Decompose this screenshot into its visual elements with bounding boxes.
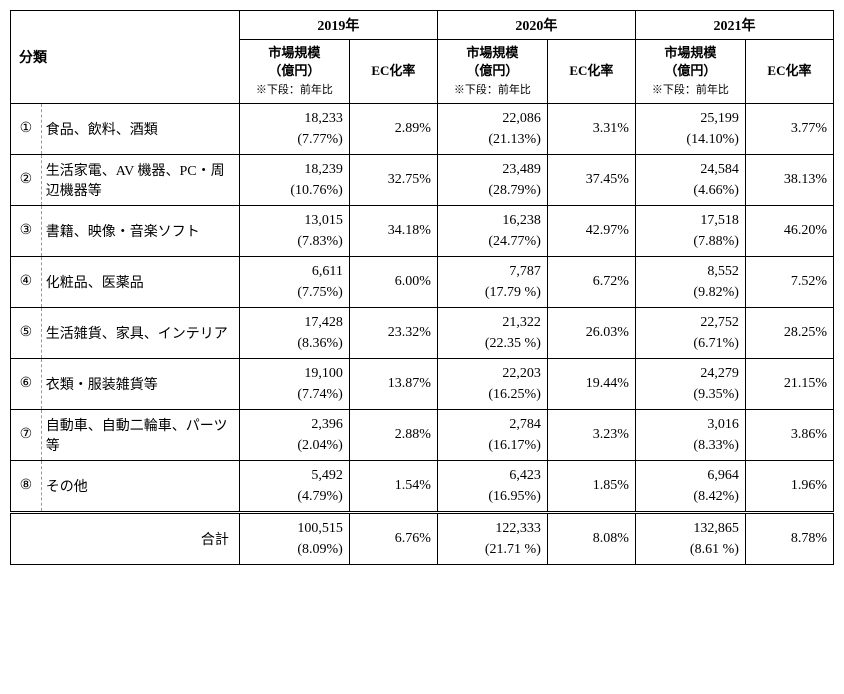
total-ec-2021: 8.78% (745, 512, 833, 564)
header-year-2019: 2019年 (239, 11, 437, 40)
cell-size-2021: 6,964(8.42%) (635, 460, 745, 512)
table-row: ⑤ 生活雑貨、家具、インテリア 17,428(8.36%) 23.32% 21,… (11, 307, 834, 358)
cell-size-2021: 24,279(9.35%) (635, 358, 745, 409)
cell-ec-2021: 7.52% (745, 256, 833, 307)
cell-ec-2020: 3.31% (547, 103, 635, 154)
table-row: ① 食品、飲料、酒類 18,233(7.77%) 2.89% 22,086(21… (11, 103, 834, 154)
cell-size-2020: 16,238(24.77%) (437, 205, 547, 256)
cell-size-2021: 22,752(6.71%) (635, 307, 745, 358)
cell-size-2020: 6,423(16.95%) (437, 460, 547, 512)
header-size-2021: 市場規模 （億円） ※下段：前年比 (635, 40, 745, 104)
total-size-2021: 132,865(8.61 %) (635, 512, 745, 564)
row-number: ⑤ (11, 307, 42, 358)
row-category-name: 書籍、映像・音楽ソフト (41, 205, 239, 256)
cell-ec-2020: 42.97% (547, 205, 635, 256)
cell-ec-2019: 23.32% (349, 307, 437, 358)
cell-ec-2020: 19.44% (547, 358, 635, 409)
header-row-years: 分類 2019年 2020年 2021年 (11, 11, 834, 40)
cell-size-2019: 5,492(4.79%) (239, 460, 349, 512)
row-number: ⑥ (11, 358, 42, 409)
row-number: ② (11, 154, 42, 205)
row-category-name: 生活家電、AV 機器、PC・周辺機器等 (41, 154, 239, 205)
cell-size-2019: 18,239(10.76%) (239, 154, 349, 205)
cell-ec-2020: 37.45% (547, 154, 635, 205)
row-category-name: その他 (41, 460, 239, 512)
row-number: ① (11, 103, 42, 154)
cell-ec-2019: 2.88% (349, 409, 437, 460)
header-year-2020: 2020年 (437, 11, 635, 40)
ec-market-table: 分類 2019年 2020年 2021年 市場規模 （億円） ※下段：前年比 E… (10, 10, 834, 565)
row-category-name: 生活雑貨、家具、インテリア (41, 307, 239, 358)
cell-ec-2021: 1.96% (745, 460, 833, 512)
header-ec-2019: EC化率 (349, 40, 437, 104)
cell-size-2019: 19,100(7.74%) (239, 358, 349, 409)
header-year-2021: 2021年 (635, 11, 833, 40)
total-size-2020: 122,333(21.71 %) (437, 512, 547, 564)
row-category-name: 食品、飲料、酒類 (41, 103, 239, 154)
cell-size-2020: 23,489(28.79%) (437, 154, 547, 205)
cell-size-2021: 8,552(9.82%) (635, 256, 745, 307)
cell-size-2020: 7,787(17.79 %) (437, 256, 547, 307)
cell-size-2020: 2,784(16.17%) (437, 409, 547, 460)
total-ec-2019: 6.76% (349, 512, 437, 564)
row-number: ④ (11, 256, 42, 307)
header-size-2020: 市場規模 （億円） ※下段：前年比 (437, 40, 547, 104)
table-row: ⑥ 衣類・服装雑貨等 19,100(7.74%) 13.87% 22,203(1… (11, 358, 834, 409)
row-category-name: 化粧品、医薬品 (41, 256, 239, 307)
cell-ec-2019: 2.89% (349, 103, 437, 154)
cell-size-2019: 18,233(7.77%) (239, 103, 349, 154)
cell-ec-2021: 21.15% (745, 358, 833, 409)
cell-ec-2020: 1.85% (547, 460, 635, 512)
total-row: 合計 100,515(8.09%) 6.76% 122,333(21.71 %)… (11, 512, 834, 564)
header-ec-2020: EC化率 (547, 40, 635, 104)
header-category: 分類 (11, 11, 240, 104)
row-number: ⑦ (11, 409, 42, 460)
row-category-name: 衣類・服装雑貨等 (41, 358, 239, 409)
cell-size-2021: 17,518(7.88%) (635, 205, 745, 256)
table-row: ② 生活家電、AV 機器、PC・周辺機器等 18,239(10.76%) 32.… (11, 154, 834, 205)
cell-size-2019: 13,015(7.83%) (239, 205, 349, 256)
cell-ec-2019: 34.18% (349, 205, 437, 256)
table-row: ④ 化粧品、医薬品 6,611(7.75%) 6.00% 7,787(17.79… (11, 256, 834, 307)
table-row: ⑧ その他 5,492(4.79%) 1.54% 6,423(16.95%) 1… (11, 460, 834, 512)
row-category-name: 自動車、自動二輪車、パーツ等 (41, 409, 239, 460)
cell-ec-2021: 38.13% (745, 154, 833, 205)
cell-ec-2021: 46.20% (745, 205, 833, 256)
cell-ec-2019: 13.87% (349, 358, 437, 409)
cell-size-2021: 3,016(8.33%) (635, 409, 745, 460)
cell-size-2019: 17,428(8.36%) (239, 307, 349, 358)
cell-size-2020: 21,322(22.35 %) (437, 307, 547, 358)
row-number: ③ (11, 205, 42, 256)
table-row: ③ 書籍、映像・音楽ソフト 13,015(7.83%) 34.18% 16,23… (11, 205, 834, 256)
cell-ec-2019: 32.75% (349, 154, 437, 205)
cell-ec-2021: 28.25% (745, 307, 833, 358)
cell-size-2020: 22,086(21.13%) (437, 103, 547, 154)
header-size-2019: 市場規模 （億円） ※下段：前年比 (239, 40, 349, 104)
cell-ec-2020: 6.72% (547, 256, 635, 307)
header-ec-2021: EC化率 (745, 40, 833, 104)
cell-size-2019: 2,396(2.04%) (239, 409, 349, 460)
cell-size-2021: 24,584(4.66%) (635, 154, 745, 205)
total-size-2019: 100,515(8.09%) (239, 512, 349, 564)
total-ec-2020: 8.08% (547, 512, 635, 564)
total-label: 合計 (11, 512, 240, 564)
cell-size-2020: 22,203(16.25%) (437, 358, 547, 409)
cell-ec-2021: 3.86% (745, 409, 833, 460)
cell-size-2019: 6,611(7.75%) (239, 256, 349, 307)
cell-ec-2021: 3.77% (745, 103, 833, 154)
row-number: ⑧ (11, 460, 42, 512)
cell-ec-2019: 1.54% (349, 460, 437, 512)
table-row: ⑦ 自動車、自動二輪車、パーツ等 2,396(2.04%) 2.88% 2,78… (11, 409, 834, 460)
cell-ec-2020: 26.03% (547, 307, 635, 358)
cell-ec-2019: 6.00% (349, 256, 437, 307)
cell-size-2021: 25,199(14.10%) (635, 103, 745, 154)
cell-ec-2020: 3.23% (547, 409, 635, 460)
